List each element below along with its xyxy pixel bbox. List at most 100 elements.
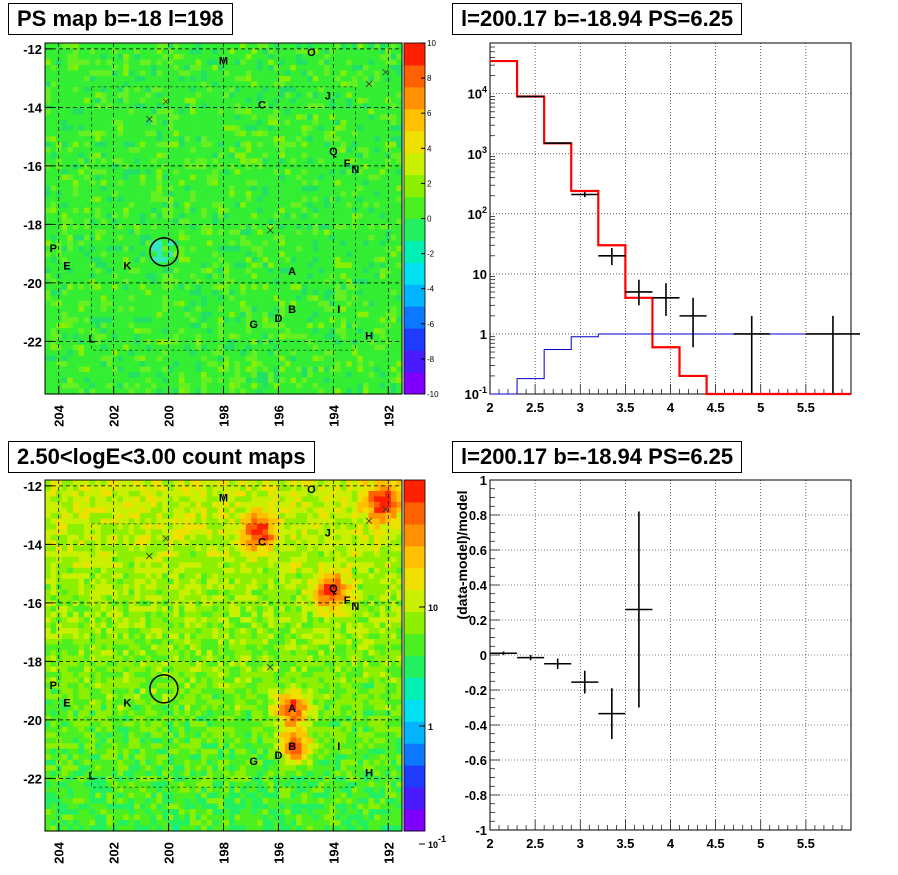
colorbar-tick-label: 4 <box>427 144 432 153</box>
target-circle <box>149 237 179 267</box>
source-label-O: O <box>307 47 316 59</box>
source-label-I: I <box>337 304 340 316</box>
source-label-G: G <box>249 756 258 768</box>
x-tick-label: 2.5 <box>526 836 544 851</box>
x-tick-label: 200 <box>162 842 177 864</box>
colorbar-bin <box>404 501 425 525</box>
x-tick-label: 198 <box>217 405 232 427</box>
y-tick-label: 104 <box>468 85 487 102</box>
source-label-L: L <box>88 770 95 782</box>
y-tick-label: -0.6 <box>465 753 487 768</box>
colorbar-bin <box>404 284 425 307</box>
colorbar-tick-label: 8 <box>427 74 432 83</box>
x-tick-label: 3.5 <box>616 400 634 415</box>
colorbar-bin <box>404 86 425 110</box>
colorbar-tick-label: 1 <box>428 722 433 732</box>
x-tick-label: 202 <box>107 842 122 864</box>
x-tick-label: 196 <box>271 405 286 427</box>
x-tick-label: 4 <box>667 836 675 851</box>
cross-marker <box>365 80 373 88</box>
map-pixels <box>45 480 403 832</box>
source-label-H: H <box>365 331 373 343</box>
source-label-F: F <box>344 158 351 170</box>
colorbar-bin <box>404 108 425 132</box>
cross-marker <box>382 68 389 76</box>
colorbar-bin <box>404 43 425 66</box>
source-label-E: E <box>63 260 70 272</box>
x-tick-label: 4.5 <box>707 400 725 415</box>
target-circle <box>149 674 179 704</box>
source-label-M: M <box>219 493 228 505</box>
y-tick-label: -16 <box>23 159 42 174</box>
y-tick-label: -0.8 <box>465 788 487 803</box>
source-label-Q: Q <box>329 146 338 158</box>
y-tick-label: 10 <box>473 267 487 282</box>
x-tick-label: 5 <box>757 836 764 851</box>
colorbar-bin <box>404 130 425 154</box>
colorbar-tick-label: -8 <box>427 355 435 364</box>
colorbar-bin <box>404 545 425 569</box>
x-tick-label: 5.5 <box>797 836 815 851</box>
y-tick-label: -14 <box>23 537 43 552</box>
colorbar-bin <box>404 328 425 351</box>
source-label-H: H <box>365 768 373 780</box>
colorbar-bin <box>404 567 425 591</box>
y-tick-label: -20 <box>23 276 42 291</box>
colorbar-bin <box>404 743 425 766</box>
residuals-panel: 2 2.5 3 3.5 4 4.5 5 5.5 1 0.8 0.6 0.4 0.2 0 -0.2 -0.4 -0… <box>454 473 852 851</box>
count-map-title: 2.50<logE<3.00 count maps <box>8 441 315 473</box>
cross-marker <box>266 663 274 671</box>
residuals-title: l=200.17 b=-18.94 PS=6.25 <box>452 441 743 473</box>
cross-marker <box>266 226 274 234</box>
source-label-B: B <box>288 741 296 753</box>
source-label-K: K <box>123 260 131 272</box>
source-label-E: E <box>63 697 70 709</box>
y-tick-label: -20 <box>23 713 42 728</box>
source-label-P: P <box>50 243 57 255</box>
y-tick-label: 0.6 <box>469 543 487 558</box>
colorbar-bin <box>404 306 425 329</box>
source-label-D: D <box>274 313 282 325</box>
x-tick-label: 194 <box>326 404 341 426</box>
x-tick-label: 2.5 <box>526 400 544 415</box>
cross-marker <box>162 98 170 105</box>
colorbar-bin <box>404 809 425 832</box>
source-label-L: L <box>88 333 95 345</box>
colorbar-bin <box>404 196 425 219</box>
y-tick-label: -18 <box>23 217 42 232</box>
colorbar-bin <box>404 765 425 788</box>
x-tick-label: 196 <box>271 842 286 864</box>
x-tick-label: 3.5 <box>616 836 634 851</box>
source-label-M: M <box>219 56 228 68</box>
x-tick-label: 5.5 <box>797 400 815 415</box>
y-tick-label: 1 <box>480 473 487 488</box>
y-tick-label: -0.2 <box>465 683 487 698</box>
x-tick-label: 5 <box>757 400 764 415</box>
y-tick-label: 0.2 <box>469 613 487 628</box>
x-tick-label: 4 <box>667 400 675 415</box>
colorbar-bin <box>404 523 425 547</box>
colorbar-tick-label: -10 <box>427 390 439 399</box>
source-label-O: O <box>307 484 316 496</box>
y-tick-label: -22 <box>23 771 42 786</box>
colorbar-bin <box>404 64 425 88</box>
y-tick-label: -1 <box>475 823 487 838</box>
y-tick-label: 0.8 <box>469 508 487 523</box>
x-tick-label: 200 <box>162 405 177 427</box>
colorbar-tick-label: 10 <box>427 39 436 48</box>
colorbar-tick-label: -4 <box>427 285 435 294</box>
source-label-K: K <box>123 697 131 709</box>
colorbar-tick-label: 6 <box>427 109 432 118</box>
source-label-P: P <box>50 680 57 692</box>
x-tick-label: 192 <box>381 405 396 427</box>
colorbar-bin <box>404 699 425 722</box>
source-label-A: A <box>288 266 296 278</box>
source-label-I: I <box>337 741 340 753</box>
colorbar-bin <box>404 350 425 373</box>
x-tick-label: 192 <box>381 842 396 864</box>
colorbar-bin <box>404 152 425 176</box>
y-tick-label: 10-1 <box>465 385 487 402</box>
source-label-C: C <box>258 536 266 548</box>
source-label-N: N <box>351 164 359 176</box>
source-label-G: G <box>249 319 258 331</box>
